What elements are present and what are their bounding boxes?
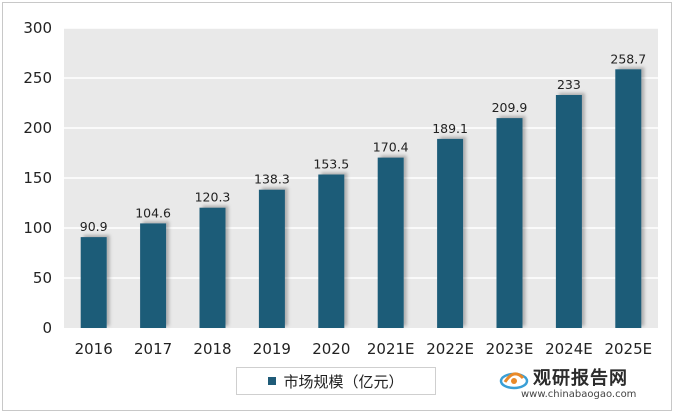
x-tick-label: 2024E [545, 340, 593, 358]
bar [496, 118, 523, 328]
data-label: 104.6 [135, 205, 171, 220]
x-tick-label: 2017 [134, 340, 172, 358]
legend-swatch [268, 377, 277, 385]
data-label: 170.4 [373, 140, 409, 155]
legend: 市场规模（亿元） [236, 367, 436, 395]
x-tick-label: 2025E [604, 340, 652, 358]
chart-frame [2, 2, 672, 411]
y-axis-ticks: 0 50 100 150 200 250 300 [23, 19, 52, 337]
y-tick-label: 300 [23, 19, 52, 37]
data-labels: 90.9 104.6 120.3 138.3 153.5 170.4 189.1 209.9 2… [80, 51, 646, 234]
data-label: 189.1 [432, 121, 468, 136]
legend-label: 市场规模（亿元） [283, 372, 404, 391]
watermark-logo-icon [499, 372, 529, 390]
bar [199, 207, 226, 328]
data-label: 120.3 [195, 190, 231, 205]
x-tick-label: 2023E [486, 340, 534, 358]
data-label: 138.3 [254, 172, 290, 187]
y-tick-label: 200 [23, 119, 52, 137]
bar [258, 189, 285, 328]
y-tick-label: 0 [42, 319, 52, 337]
watermark: 观研报告网 www.chinabaogao.com [493, 362, 653, 408]
watermark-name: 观研报告网 [533, 368, 628, 389]
bars [80, 69, 642, 329]
data-label: 209.9 [492, 100, 528, 115]
y-tick-label: 100 [23, 219, 52, 237]
bar [80, 237, 107, 328]
y-tick-label: 50 [33, 269, 52, 287]
x-tick-label: 2018 [193, 340, 231, 358]
bar [437, 138, 464, 328]
x-tick-label: 2020 [312, 340, 350, 358]
data-label: 90.9 [80, 219, 108, 234]
y-tick-label: 150 [23, 169, 52, 187]
data-label: 258.7 [610, 51, 646, 66]
x-axis-ticks: 2016 2017 2018 2019 2020 2021E 2022E 2023E 2024E… [75, 340, 653, 358]
y-tick-label: 250 [23, 69, 52, 87]
data-label: 233 [557, 77, 581, 92]
bar [318, 174, 345, 328]
bar [615, 69, 642, 329]
bar [140, 223, 167, 328]
data-label: 153.5 [313, 157, 349, 172]
bar [555, 95, 582, 328]
x-tick-label: 2016 [75, 340, 113, 358]
x-tick-label: 2021E [367, 340, 415, 358]
x-tick-label: 2019 [253, 340, 291, 358]
x-tick-label: 2022E [426, 340, 474, 358]
watermark-url: www.chinabaogao.com [521, 389, 637, 400]
bar [377, 157, 404, 328]
